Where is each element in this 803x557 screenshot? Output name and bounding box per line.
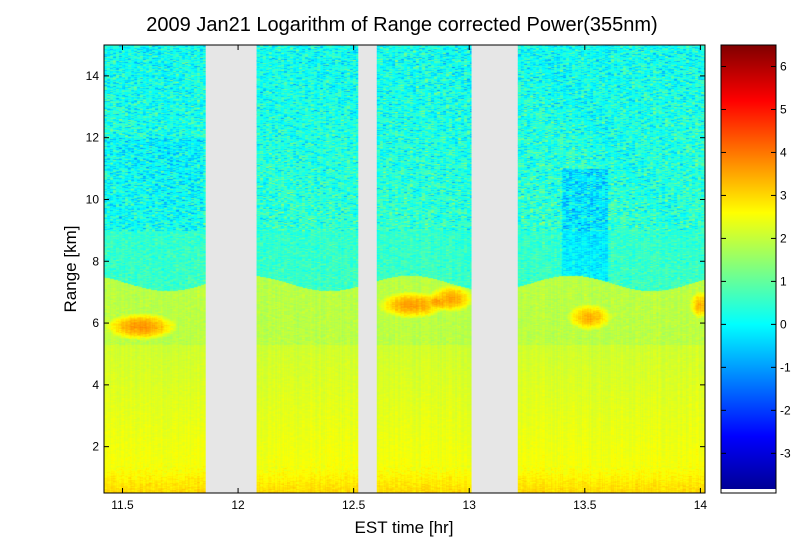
heatmap-image [104,45,705,493]
x-tick-label: 13.5 [573,498,597,512]
colorbar-tick-label: 0 [780,317,787,331]
colorbar-tick-label: 1 [780,274,787,288]
colorbar-frame [720,44,777,494]
colorbar-tick-label: 6 [780,59,787,73]
x-tick-label: 14 [694,498,708,512]
y-tick-label: 2 [92,440,99,454]
y-tick-label: 12 [86,131,100,145]
colorbar-tick-label: -1 [780,360,791,374]
y-tick-label: 8 [92,254,99,268]
data-gap [358,45,377,493]
colorbar-tick-label: -2 [780,403,791,417]
x-axis-label: EST time [hr] [355,518,454,537]
data-gap [205,45,257,493]
x-tick-label: 13 [463,498,477,512]
x-tick-label: 12.5 [342,498,366,512]
colorbar-tick-label: 5 [780,102,787,116]
y-tick-label: 6 [92,316,99,330]
colorbar-bottom-strip [721,489,776,493]
plot-area: 11.5 12 12.5 13 13.5 14 2 4 6 8 10 12 14 [86,44,707,512]
y-axis-ticks: 2 4 6 8 10 12 14 [86,69,705,454]
colorbar-tick-label: 4 [780,145,787,159]
chart-title: 2009 Jan21 Logarithm of Range corrected … [146,14,657,36]
data-gaps [205,45,518,493]
x-tick-label: 11.5 [111,498,134,512]
colorbar-tick-label: 3 [780,188,787,202]
colorbar-tick-label: 2 [780,231,787,245]
x-tick-label: 12 [231,498,245,512]
y-tick-label: 4 [92,378,99,392]
x-axis-ticks: 11.5 12 12.5 13 13.5 14 [111,45,707,512]
colorbar-tick-label: -3 [780,446,791,460]
colorbar: -3 -2 -1 0 1 2 3 4 5 6 [720,44,791,494]
plot-frame [103,44,706,494]
y-tick-label: 10 [86,192,100,206]
colorbar-gradient [721,45,776,492]
data-gap [471,45,518,493]
y-tick-label: 14 [86,69,100,83]
colorbar-ticks: -3 -2 -1 0 1 2 3 4 5 6 [721,59,791,460]
y-axis-label: Range [km] [61,226,80,313]
